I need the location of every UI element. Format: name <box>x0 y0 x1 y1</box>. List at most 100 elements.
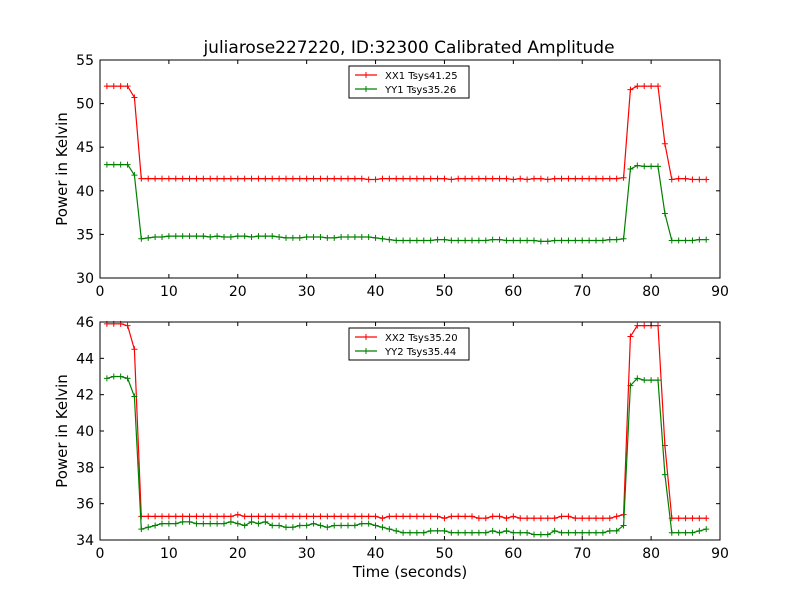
data-point <box>620 522 627 529</box>
data-point <box>524 237 531 244</box>
series-line-xx1 <box>106 85 707 181</box>
data-point <box>579 515 586 522</box>
data-point <box>420 175 427 182</box>
data-point <box>407 513 413 520</box>
data-point <box>131 393 138 400</box>
y-tick-label: 45 <box>76 140 94 156</box>
data-point <box>634 83 641 90</box>
chart-title: juliarose227220, ID:32300 Calibrated Amp… <box>202 38 614 58</box>
data-point <box>345 522 351 529</box>
data-point <box>207 175 214 182</box>
data-point <box>193 233 200 240</box>
series-line-yy2 <box>106 375 707 536</box>
data-point <box>276 513 283 520</box>
data-point <box>124 161 131 168</box>
data-point <box>593 175 599 182</box>
data-point <box>200 513 207 520</box>
data-point <box>207 513 214 520</box>
data-point <box>255 513 262 520</box>
data-point <box>214 233 221 240</box>
data-point <box>262 513 269 520</box>
data-point <box>227 518 234 525</box>
x-tick-label: 70 <box>573 284 591 300</box>
y-tick-label: 35 <box>76 227 94 243</box>
data-point <box>655 83 661 90</box>
chart-panel-bottom: 0 10 20 30 40 50 60 70 80 90 34 36 38 40 42 44 46 Power i… <box>53 315 729 581</box>
data-point <box>386 513 393 520</box>
data-point <box>269 522 276 529</box>
data-point <box>627 382 634 389</box>
data-point <box>372 513 379 520</box>
data-point <box>296 234 303 241</box>
x-tick-label: 60 <box>504 284 522 300</box>
data-point <box>572 515 579 522</box>
data-point <box>689 176 696 183</box>
data-point <box>593 515 599 522</box>
data-point <box>469 237 475 244</box>
data-point <box>441 515 448 522</box>
x-tick-label: 80 <box>642 284 660 300</box>
data-point <box>482 175 489 182</box>
y-tick-label: 40 <box>76 424 94 440</box>
plot-frame <box>99 59 721 279</box>
data-point <box>668 237 675 244</box>
data-point <box>234 520 241 527</box>
x-axis-label: Time (seconds) <box>352 563 468 581</box>
data-point <box>234 511 241 518</box>
data-point <box>331 234 338 241</box>
legend-label: YY2 Tsys35.44 <box>384 347 456 358</box>
y-tick-label: 38 <box>76 460 94 476</box>
data-point <box>606 527 613 534</box>
data-point <box>593 237 599 244</box>
data-point <box>345 234 351 241</box>
data-point <box>145 524 152 531</box>
data-point <box>613 175 620 182</box>
data-point <box>675 237 682 244</box>
data-point <box>207 234 214 241</box>
data-point <box>544 515 551 522</box>
data-point <box>186 233 193 240</box>
data-point <box>613 513 620 520</box>
data-point <box>682 529 689 536</box>
data-point <box>358 175 365 182</box>
y-tick-label: 34 <box>76 533 94 549</box>
data-point <box>165 520 172 527</box>
data-point <box>675 529 682 536</box>
data-point <box>517 237 524 244</box>
data-point <box>469 513 475 520</box>
data-point <box>613 527 620 534</box>
data-point <box>131 172 138 179</box>
data-point <box>234 175 241 182</box>
data-point <box>537 175 544 182</box>
x-tick-label: 0 <box>96 546 105 562</box>
data-point <box>103 83 110 90</box>
data-point <box>289 513 296 520</box>
data-point <box>303 513 310 520</box>
data-point <box>510 529 517 536</box>
data-point <box>655 163 661 170</box>
data-point <box>358 513 365 520</box>
data-point <box>427 175 434 182</box>
data-point <box>510 176 517 183</box>
data-point <box>379 524 386 531</box>
x-tick-label: 30 <box>298 546 316 562</box>
data-point <box>289 234 296 241</box>
data-point <box>641 83 648 90</box>
data-point <box>420 513 427 520</box>
data-point <box>606 236 613 243</box>
x-tick-label: 80 <box>642 546 660 562</box>
data-point <box>338 522 345 529</box>
data-point <box>544 531 551 538</box>
data-point <box>565 237 572 244</box>
y-tick-label: 50 <box>76 97 94 113</box>
data-point <box>283 175 289 182</box>
data-point <box>255 233 262 240</box>
data-point <box>551 175 558 182</box>
data-point <box>310 234 317 241</box>
x-tick-label: 60 <box>504 546 522 562</box>
data-point <box>572 175 579 182</box>
data-point <box>634 322 641 329</box>
data-point <box>586 529 593 536</box>
data-point <box>475 237 482 244</box>
